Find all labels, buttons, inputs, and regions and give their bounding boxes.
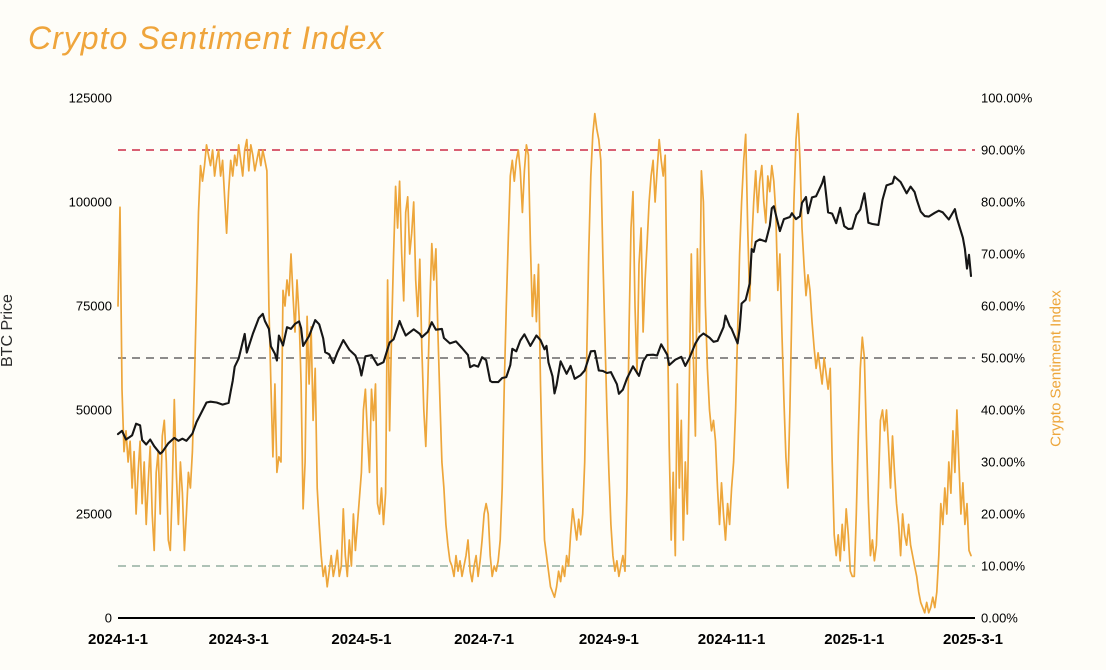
right-axis-tick-label: 30.00% — [981, 454, 1026, 470]
left-axis-tick-label: 100000 — [68, 194, 112, 210]
btc-price-line-series — [116, 175, 973, 455]
x-axis-tick-label: 2024-3-1 — [208, 631, 269, 648]
left-axis-tick-label: 25000 — [75, 506, 112, 522]
right-axis-tick-label: 20.00% — [981, 506, 1026, 522]
x-axis-tick-label: 2024-5-1 — [331, 631, 392, 648]
left-axis-tick-label: 125000 — [68, 90, 112, 106]
right-axis-tick-label: 60.00% — [981, 298, 1026, 314]
right-axis-tick-label: 100.00% — [981, 90, 1033, 106]
right-axis-tick-label: 0.00% — [981, 610, 1018, 626]
right-axis-tick-label: 10.00% — [981, 558, 1026, 574]
sentiment-line-series — [117, 112, 972, 614]
right-axis-tick-label: 50.00% — [981, 350, 1026, 366]
right-axis-tick-label: 40.00% — [981, 402, 1026, 418]
x-axis-tick-label: 2024-9-1 — [578, 631, 639, 648]
x-axis-tick-label: 2025-1-1 — [824, 631, 885, 648]
left-axis-tick-label: 0 — [104, 610, 112, 626]
right-axis-tick-label: 90.00% — [981, 142, 1026, 158]
right-axis-tick-label: 80.00% — [981, 194, 1026, 210]
x-axis-tick-label: 2024-1-1 — [87, 631, 149, 648]
x-axis-tick-label: 2025-3-1 — [942, 631, 1004, 648]
left-axis-tick-label: 50000 — [75, 402, 112, 418]
chart-title: Crypto Sentiment Index — [28, 20, 385, 56]
right-axis-tick-label: 70.00% — [981, 246, 1026, 262]
left-axis-tick-label: 75000 — [75, 298, 112, 314]
x-axis-tick-label: 2024-7-1 — [454, 631, 515, 648]
x-axis-tick-label: 2024-11-1 — [697, 631, 766, 648]
